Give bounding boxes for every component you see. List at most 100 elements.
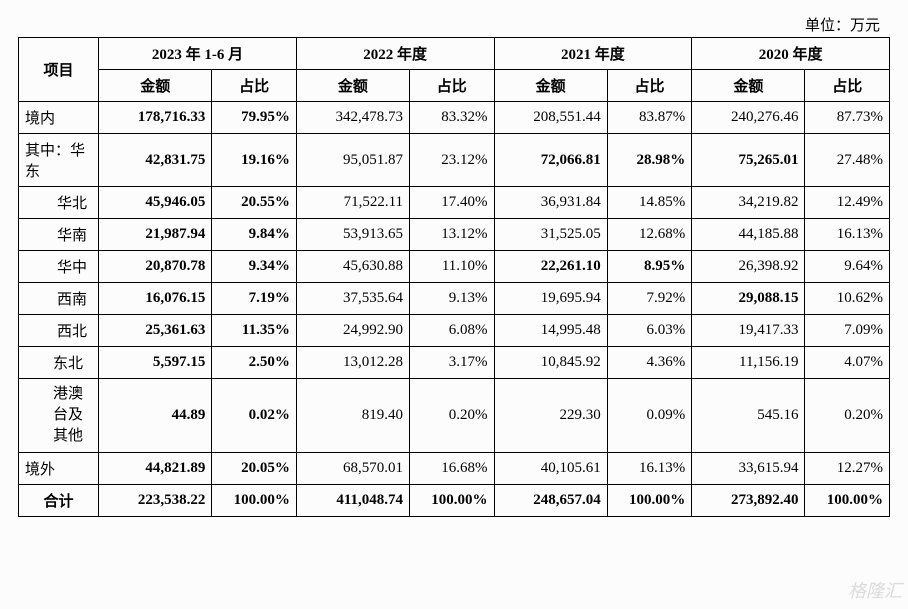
cell-amount: 36,931.84	[494, 187, 607, 219]
cell-amount: 34,219.82	[692, 187, 805, 219]
cell-amount: 40,105.61	[494, 453, 607, 485]
cell-pct: 10.62%	[805, 283, 890, 315]
row-label: 华南	[19, 219, 99, 251]
header-sub-pct: 占比	[607, 70, 691, 102]
cell-pct: 100.00%	[607, 485, 691, 517]
table-row: 西北25,361.6311.35%24,992.906.08%14,995.48…	[19, 315, 890, 347]
row-label: 西北	[19, 315, 99, 347]
cell-pct: 83.32%	[410, 102, 494, 134]
table-header: 项目 2023 年 1-6 月 2022 年度 2021 年度 2020 年度 …	[19, 38, 890, 102]
table-total-row: 合计223,538.22100.00%411,048.74100.00%248,…	[19, 485, 890, 517]
cell-amount: 20,870.78	[99, 251, 212, 283]
cell-amount: 33,615.94	[692, 453, 805, 485]
cell-amount: 208,551.44	[494, 102, 607, 134]
header-sub-pct: 占比	[410, 70, 494, 102]
header-period-3: 2020 年度	[692, 38, 890, 70]
cell-pct: 11.10%	[410, 251, 494, 283]
cell-pct: 12.68%	[607, 219, 691, 251]
cell-amount: 45,946.05	[99, 187, 212, 219]
cell-pct: 100.00%	[212, 485, 296, 517]
cell-amount: 44.89	[99, 379, 212, 453]
unit-label: 单位：万元	[18, 14, 890, 35]
row-label: 西南	[19, 283, 99, 315]
cell-amount: 75,265.01	[692, 134, 805, 187]
cell-amount: 42,831.75	[99, 134, 212, 187]
cell-amount: 819.40	[296, 379, 409, 453]
cell-pct: 23.12%	[410, 134, 494, 187]
cell-pct: 87.73%	[805, 102, 890, 134]
total-label: 合计	[19, 485, 99, 517]
cell-amount: 45,630.88	[296, 251, 409, 283]
cell-pct: 13.12%	[410, 219, 494, 251]
cell-pct: 6.08%	[410, 315, 494, 347]
cell-amount: 21,987.94	[99, 219, 212, 251]
cell-amount: 14,995.48	[494, 315, 607, 347]
cell-pct: 100.00%	[805, 485, 890, 517]
cell-pct: 17.40%	[410, 187, 494, 219]
cell-amount: 26,398.92	[692, 251, 805, 283]
table-body: 境内178,716.3379.95%342,478.7383.32%208,55…	[19, 102, 890, 517]
cell-pct: 0.20%	[805, 379, 890, 453]
cell-amount: 19,695.94	[494, 283, 607, 315]
cell-amount: 545.16	[692, 379, 805, 453]
cell-amount: 240,276.46	[692, 102, 805, 134]
header-sub-amount: 金额	[494, 70, 607, 102]
header-sub-pct: 占比	[805, 70, 890, 102]
cell-pct: 100.00%	[410, 485, 494, 517]
cell-amount: 22,261.10	[494, 251, 607, 283]
row-label: 东北	[19, 347, 99, 379]
row-label: 港澳 台及 其他	[19, 379, 99, 453]
row-label: 境外	[19, 453, 99, 485]
cell-amount: 44,821.89	[99, 453, 212, 485]
cell-pct: 19.16%	[212, 134, 296, 187]
cell-pct: 12.49%	[805, 187, 890, 219]
table-row: 西南16,076.157.19%37,535.649.13%19,695.947…	[19, 283, 890, 315]
header-period-0: 2023 年 1-6 月	[99, 38, 297, 70]
cell-amount: 25,361.63	[99, 315, 212, 347]
cell-pct: 8.95%	[607, 251, 691, 283]
cell-pct: 7.92%	[607, 283, 691, 315]
header-sub-amount: 金额	[692, 70, 805, 102]
cell-amount: 72,066.81	[494, 134, 607, 187]
cell-pct: 27.48%	[805, 134, 890, 187]
table-row: 华北45,946.0520.55%71,522.1117.40%36,931.8…	[19, 187, 890, 219]
cell-amount: 411,048.74	[296, 485, 409, 517]
cell-amount: 44,185.88	[692, 219, 805, 251]
cell-amount: 19,417.33	[692, 315, 805, 347]
cell-amount: 178,716.33	[99, 102, 212, 134]
cell-amount: 71,522.11	[296, 187, 409, 219]
header-period-1: 2022 年度	[296, 38, 494, 70]
cell-pct: 20.55%	[212, 187, 296, 219]
cell-amount: 29,088.15	[692, 283, 805, 315]
table-row: 华南21,987.949.84%53,913.6513.12%31,525.05…	[19, 219, 890, 251]
cell-pct: 4.36%	[607, 347, 691, 379]
cell-amount: 273,892.40	[692, 485, 805, 517]
cell-pct: 7.09%	[805, 315, 890, 347]
cell-amount: 95,051.87	[296, 134, 409, 187]
cell-pct: 12.27%	[805, 453, 890, 485]
header-sub-amount: 金额	[99, 70, 212, 102]
cell-pct: 16.68%	[410, 453, 494, 485]
cell-pct: 0.20%	[410, 379, 494, 453]
header-sub-amount: 金额	[296, 70, 409, 102]
table-row: 东北5,597.152.50%13,012.283.17%10,845.924.…	[19, 347, 890, 379]
cell-pct: 20.05%	[212, 453, 296, 485]
finance-table: 项目 2023 年 1-6 月 2022 年度 2021 年度 2020 年度 …	[18, 37, 890, 517]
row-label: 其中：华东	[19, 134, 99, 187]
row-label: 华北	[19, 187, 99, 219]
table-row: 境外44,821.8920.05%68,570.0116.68%40,105.6…	[19, 453, 890, 485]
cell-amount: 5,597.15	[99, 347, 212, 379]
table-row: 其中：华东42,831.7519.16%95,051.8723.12%72,06…	[19, 134, 890, 187]
cell-pct: 3.17%	[410, 347, 494, 379]
cell-pct: 7.19%	[212, 283, 296, 315]
cell-pct: 2.50%	[212, 347, 296, 379]
cell-pct: 0.09%	[607, 379, 691, 453]
cell-amount: 11,156.19	[692, 347, 805, 379]
cell-amount: 53,913.65	[296, 219, 409, 251]
cell-amount: 31,525.05	[494, 219, 607, 251]
cell-pct: 6.03%	[607, 315, 691, 347]
cell-pct: 28.98%	[607, 134, 691, 187]
cell-amount: 16,076.15	[99, 283, 212, 315]
header-item: 项目	[19, 38, 99, 102]
cell-amount: 229.30	[494, 379, 607, 453]
